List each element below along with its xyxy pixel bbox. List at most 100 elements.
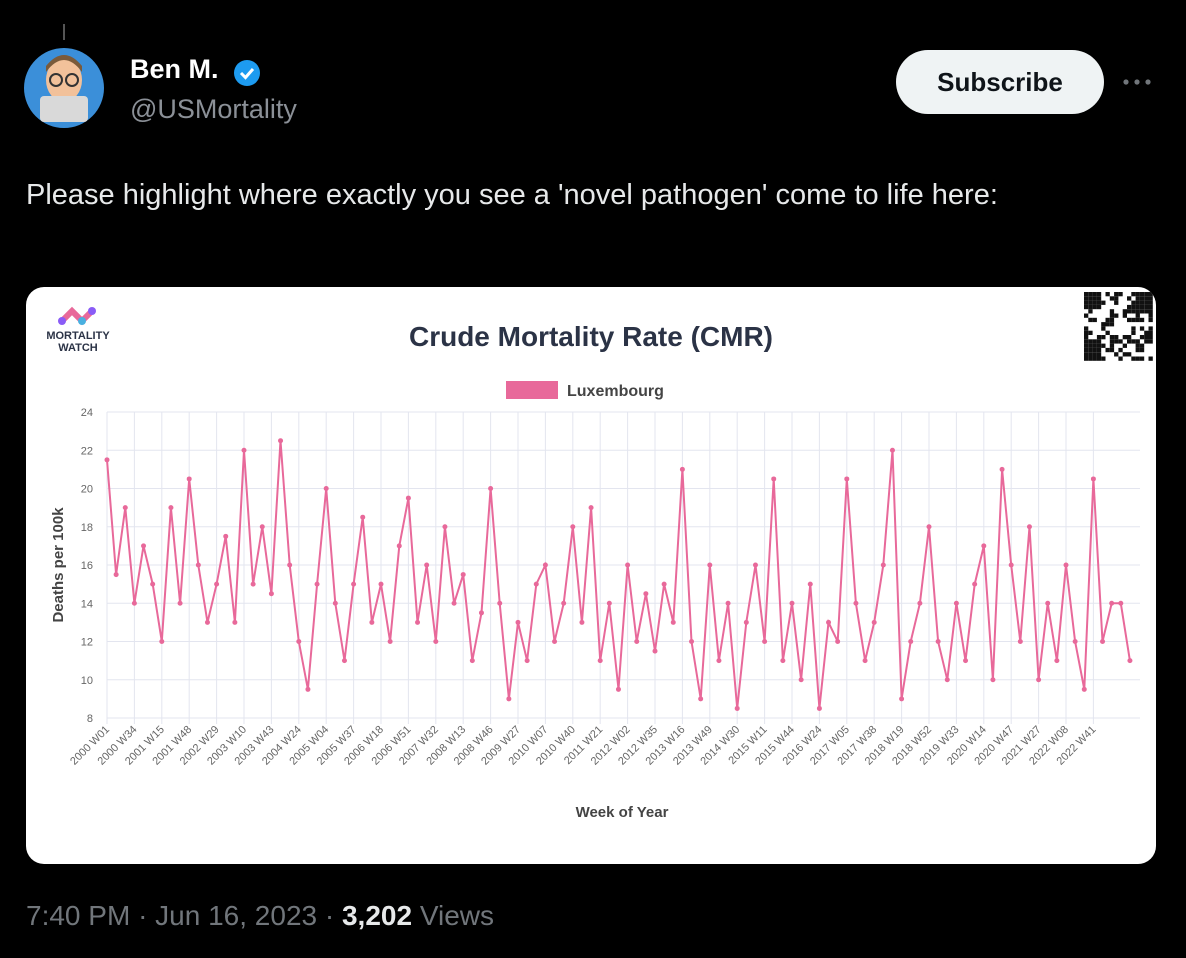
qr-cell xyxy=(1148,292,1153,297)
qr-cell xyxy=(1122,309,1127,314)
qr-cell xyxy=(1084,339,1089,344)
qr-cell xyxy=(1109,322,1115,327)
data-point xyxy=(999,466,1005,472)
data-point xyxy=(1109,600,1115,606)
data-point xyxy=(963,658,969,664)
qr-cell xyxy=(1109,335,1115,340)
data-point xyxy=(871,619,877,625)
data-point xyxy=(752,562,758,568)
qr-cell xyxy=(1144,335,1149,340)
qr-cell xyxy=(1127,296,1132,301)
data-point xyxy=(570,524,576,530)
qr-cell xyxy=(1131,326,1136,331)
qr-cell xyxy=(1092,347,1097,353)
qr-cell xyxy=(1127,317,1132,323)
qr-cell xyxy=(1148,300,1153,305)
data-point xyxy=(131,600,137,606)
qr-cell xyxy=(1105,347,1110,353)
data-point xyxy=(944,677,950,683)
qr-cell xyxy=(1092,356,1097,361)
qr-cell xyxy=(1088,309,1093,314)
qr-cell xyxy=(1109,313,1115,318)
data-point xyxy=(478,610,484,616)
qr-cell xyxy=(1096,304,1102,310)
tweet-meta: 7:40 PM · Jun 16, 2023 · 3,202 Views xyxy=(26,900,494,932)
qr-cell xyxy=(1088,292,1093,297)
data-point xyxy=(141,543,147,549)
qr-cell xyxy=(1139,356,1145,361)
qr-cell xyxy=(1084,304,1089,310)
date[interactable]: Jun 16, 2023 xyxy=(155,900,318,931)
y-tick-label: 8 xyxy=(87,713,93,725)
qr-cell xyxy=(1109,309,1115,314)
qr-cell xyxy=(1084,356,1089,361)
data-point xyxy=(743,619,749,625)
data-point xyxy=(332,600,338,606)
data-point xyxy=(1072,639,1078,644)
qr-cell xyxy=(1122,352,1127,357)
qr-cell xyxy=(1109,317,1115,323)
data-point xyxy=(424,562,430,568)
qr-cell xyxy=(1135,300,1140,305)
qr-cell xyxy=(1135,317,1140,323)
qr-cell xyxy=(1096,300,1102,305)
subscribe-button[interactable]: Subscribe xyxy=(896,50,1104,114)
data-point xyxy=(259,524,265,530)
views-count: 3,202 xyxy=(341,900,413,931)
data-point xyxy=(926,524,932,530)
qr-cell xyxy=(1135,343,1140,348)
series-line xyxy=(106,440,1131,709)
data-point xyxy=(241,447,247,453)
qr-cell xyxy=(1139,300,1145,305)
qr-cell xyxy=(1084,352,1089,357)
qr-cell xyxy=(1148,304,1153,310)
data-point xyxy=(1017,639,1023,644)
qr-cell xyxy=(1144,296,1149,301)
qr-cell xyxy=(1148,309,1153,314)
qr-cell xyxy=(1084,326,1089,331)
qr-cell xyxy=(1148,339,1153,344)
data-point xyxy=(935,639,941,644)
qr-cell xyxy=(1118,339,1123,344)
data-point xyxy=(168,505,174,511)
data-point xyxy=(433,639,439,644)
qr-cell xyxy=(1084,347,1089,353)
data-point xyxy=(515,619,521,625)
media-card[interactable]: MORTALITY WATCH Crude Mortality Rate (CM… xyxy=(26,287,1156,864)
qr-cell xyxy=(1101,335,1106,340)
qr-cell xyxy=(1096,296,1102,301)
qr-cell xyxy=(1084,343,1089,348)
qr-cell xyxy=(1148,326,1153,331)
qr-cell xyxy=(1139,304,1145,310)
data-point xyxy=(360,514,366,520)
qr-cell xyxy=(1084,335,1089,340)
data-point xyxy=(561,600,567,606)
qr-cell xyxy=(1148,335,1153,340)
data-point xyxy=(880,562,886,568)
qr-cell xyxy=(1148,296,1153,301)
qr-cell xyxy=(1135,356,1140,361)
data-point xyxy=(122,505,128,511)
data-point xyxy=(588,505,594,511)
qr-cell xyxy=(1135,313,1140,318)
data-point xyxy=(296,639,302,644)
qr-cell xyxy=(1092,296,1097,301)
qr-cell xyxy=(1088,304,1093,310)
logo xyxy=(58,306,96,326)
tweet-text: Please highlight where exactly you see a… xyxy=(26,179,998,211)
qr-cell xyxy=(1118,292,1123,297)
qr-cell xyxy=(1088,317,1093,323)
qr-cell xyxy=(1101,322,1106,327)
qr-cell xyxy=(1144,292,1149,297)
data-point xyxy=(1036,677,1042,683)
user-name[interactable]: Ben M. xyxy=(130,54,219,84)
qr-cell xyxy=(1088,352,1093,357)
user-handle[interactable]: @USMortality xyxy=(130,94,297,124)
qr-cell xyxy=(1109,347,1115,353)
time: 7:40 PM xyxy=(26,900,131,931)
more-menu[interactable] xyxy=(1120,72,1156,92)
data-point xyxy=(734,705,740,711)
data-point xyxy=(460,572,466,578)
qr-cell xyxy=(1118,356,1123,361)
qr-cell xyxy=(1114,292,1119,297)
